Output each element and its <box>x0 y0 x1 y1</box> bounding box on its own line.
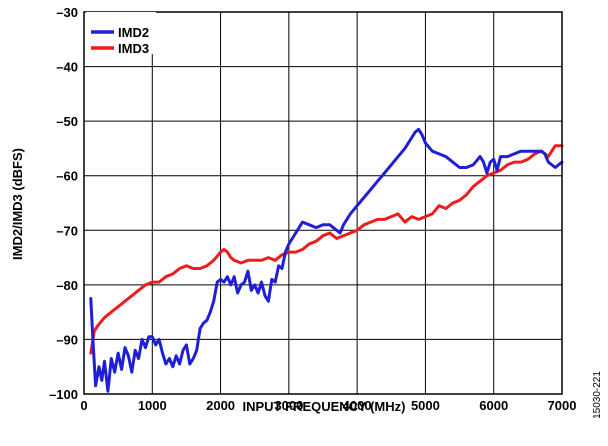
legend-label-imd2: IMD2 <box>118 25 149 40</box>
series-layer <box>89 127 564 393</box>
x-tick-label: 0 <box>80 398 87 413</box>
y-tick-labels: –100 –90 –80 –70 –60 –50 –40 –30 <box>49 5 78 402</box>
y-tick-label: –70 <box>56 223 78 238</box>
y-tick-label: –100 <box>49 387 78 402</box>
x-tick-labels: 0 1000 2000 3000 4000 5000 6000 7000 <box>80 398 576 413</box>
y-tick-label: –40 <box>56 60 78 75</box>
grid-lines <box>83 11 563 395</box>
legend-label-imd3: IMD3 <box>118 41 149 56</box>
x-tick-label: 5000 <box>411 398 440 413</box>
y-tick-label: –90 <box>56 332 78 347</box>
y-axis-title: IMD2/IMD3 (dBFS) <box>10 148 25 260</box>
x-tick-label: 6000 <box>479 398 508 413</box>
x-tick-label: 1000 <box>138 398 167 413</box>
plot-frame <box>83 11 563 395</box>
x-tick-label: 7000 <box>548 398 577 413</box>
y-tick-label: –60 <box>56 169 78 184</box>
legend: IMD2 IMD3 <box>86 12 156 56</box>
x-tick-label: 3000 <box>274 398 303 413</box>
x-tick-label: 4000 <box>343 398 372 413</box>
series-line-imd3 <box>89 144 564 355</box>
figure-id: 15030-221 <box>592 371 603 419</box>
y-tick-label: –50 <box>56 114 78 129</box>
y-tick-label: –80 <box>56 278 78 293</box>
series-line-imd2 <box>89 127 564 393</box>
x-axis-title: INPUT FREQUENCY (MHz) <box>243 399 406 414</box>
y-tick-label: –30 <box>56 5 78 20</box>
x-tick-label: 2000 <box>206 398 235 413</box>
